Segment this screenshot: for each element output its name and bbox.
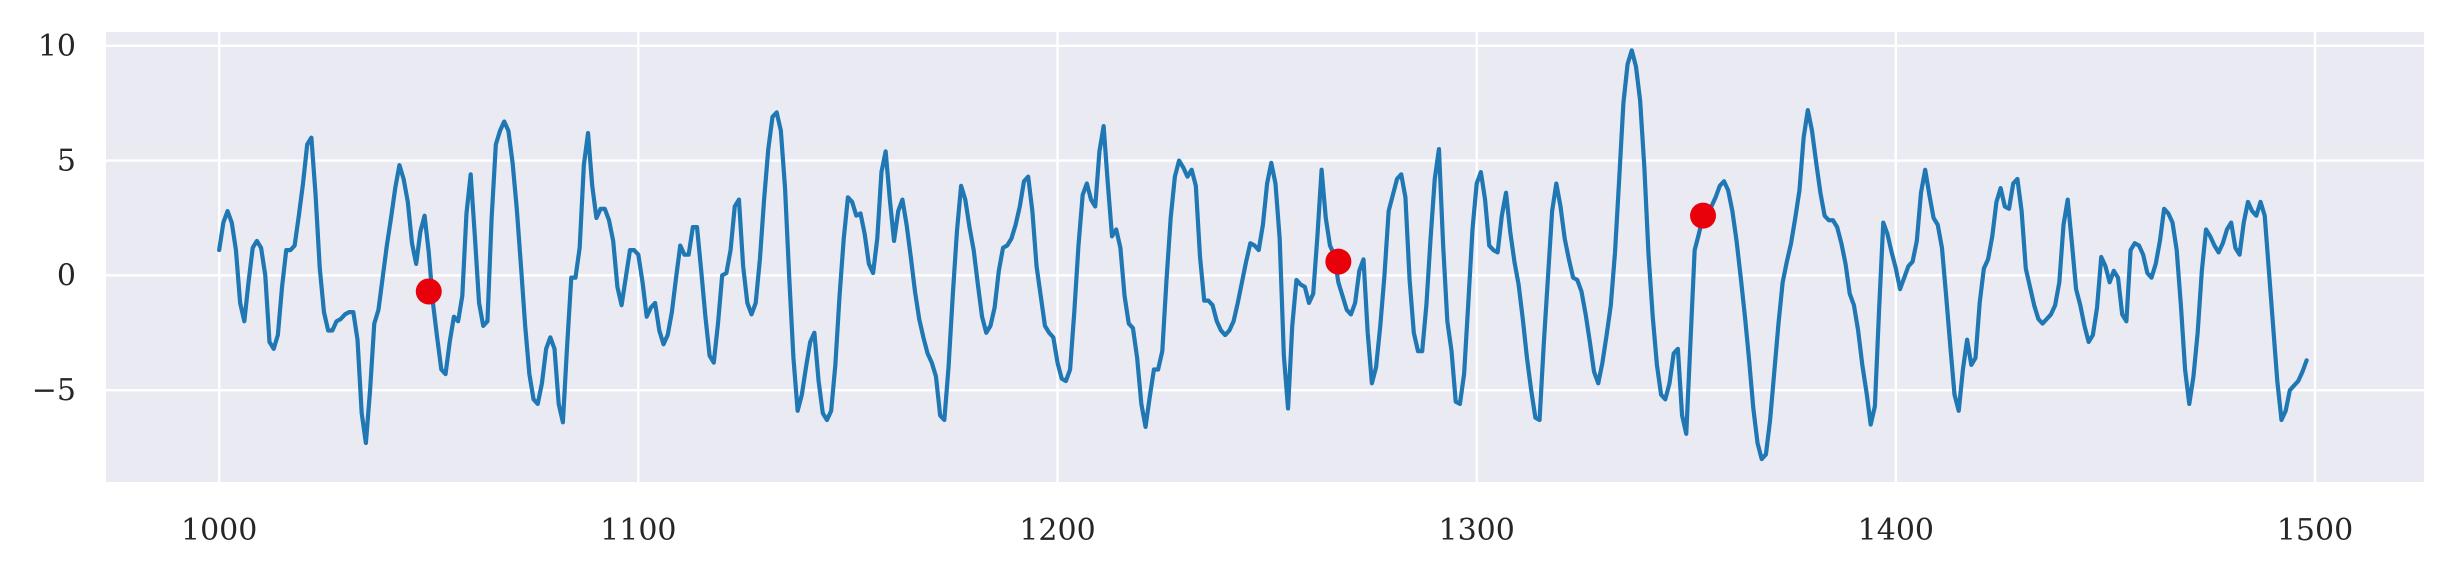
x-axis-ticks: 1000 1100 1200 1300 1400 1500 bbox=[181, 513, 2353, 548]
series-layer bbox=[217, 48, 2309, 462]
plot-background bbox=[106, 32, 2424, 482]
y-tick-label: 0 bbox=[57, 258, 76, 293]
grid-lines bbox=[106, 32, 2424, 482]
y-tick-label: 10 bbox=[38, 29, 76, 64]
x-tick-label: 1300 bbox=[1439, 513, 1515, 548]
x-tick-label: 1100 bbox=[600, 513, 676, 548]
highlight-markers bbox=[415, 202, 1717, 305]
x-tick-label: 1500 bbox=[2277, 513, 2353, 548]
x-tick-label: 1200 bbox=[1019, 513, 1095, 548]
x-tick-label: 1000 bbox=[181, 513, 257, 548]
x-tick-label: 1400 bbox=[1858, 513, 1934, 548]
highlight-point bbox=[415, 278, 442, 305]
highlight-point bbox=[1325, 248, 1352, 275]
y-tick-label: 5 bbox=[57, 144, 76, 179]
highlight-point bbox=[1690, 202, 1717, 229]
y-tick-label: −5 bbox=[32, 373, 76, 408]
y-axis-ticks: −5 0 5 10 bbox=[32, 29, 76, 408]
series-line bbox=[217, 48, 2309, 462]
